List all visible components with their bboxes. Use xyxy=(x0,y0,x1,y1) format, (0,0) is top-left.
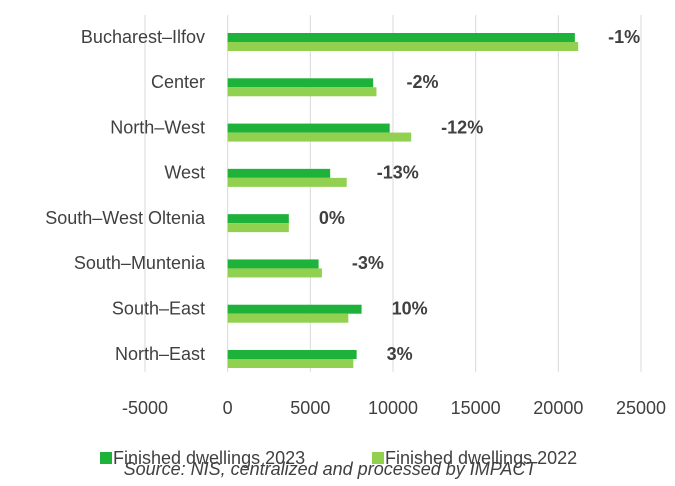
bar xyxy=(227,304,362,314)
x-tick-label: 10000 xyxy=(368,398,418,418)
bar xyxy=(227,78,374,88)
x-tick-label: -5000 xyxy=(122,398,168,418)
bar xyxy=(227,223,289,233)
change-label: 10% xyxy=(392,298,428,318)
y-tick-label: West xyxy=(164,163,205,183)
y-tick-label: South–East xyxy=(112,298,205,318)
legend-swatch xyxy=(372,452,384,464)
x-tick-label: 25000 xyxy=(616,398,666,418)
change-label: -2% xyxy=(406,72,438,92)
bar xyxy=(227,168,331,178)
bar xyxy=(227,259,319,269)
change-label: -3% xyxy=(352,253,384,273)
bar xyxy=(227,359,354,368)
bar xyxy=(227,313,349,323)
bar xyxy=(227,132,412,142)
source-note: Source: NIS, centralized and processed b… xyxy=(124,459,539,479)
legend-label: Finished dwellings 2022 xyxy=(385,448,577,468)
bar xyxy=(227,214,289,224)
bar xyxy=(227,350,357,359)
change-label: -12% xyxy=(441,117,483,137)
bar xyxy=(227,177,347,187)
change-label: -13% xyxy=(377,163,419,183)
legend-label: Finished dwellings 2023 xyxy=(113,448,305,468)
y-tick-label: Center xyxy=(151,72,205,92)
y-tick-label: South–Muntenia xyxy=(74,253,206,273)
legend-swatch xyxy=(100,452,112,464)
y-tick-label: Bucharest–Ilfov xyxy=(81,27,205,47)
bar xyxy=(227,268,322,278)
bar xyxy=(227,87,377,97)
change-label: 0% xyxy=(319,208,345,228)
change-label: 3% xyxy=(387,344,413,364)
x-tick-label: 15000 xyxy=(451,398,501,418)
x-tick-label: 0 xyxy=(223,398,233,418)
y-tick-label: North–West xyxy=(110,117,205,137)
bar xyxy=(227,33,575,42)
y-tick-label: North–East xyxy=(115,344,205,364)
bar xyxy=(227,42,579,51)
x-tick-label: 5000 xyxy=(290,398,330,418)
x-tick-label: 20000 xyxy=(533,398,583,418)
y-tick-label: South–West Oltenia xyxy=(45,208,206,228)
change-label: -1% xyxy=(608,27,640,47)
bar xyxy=(227,123,390,133)
